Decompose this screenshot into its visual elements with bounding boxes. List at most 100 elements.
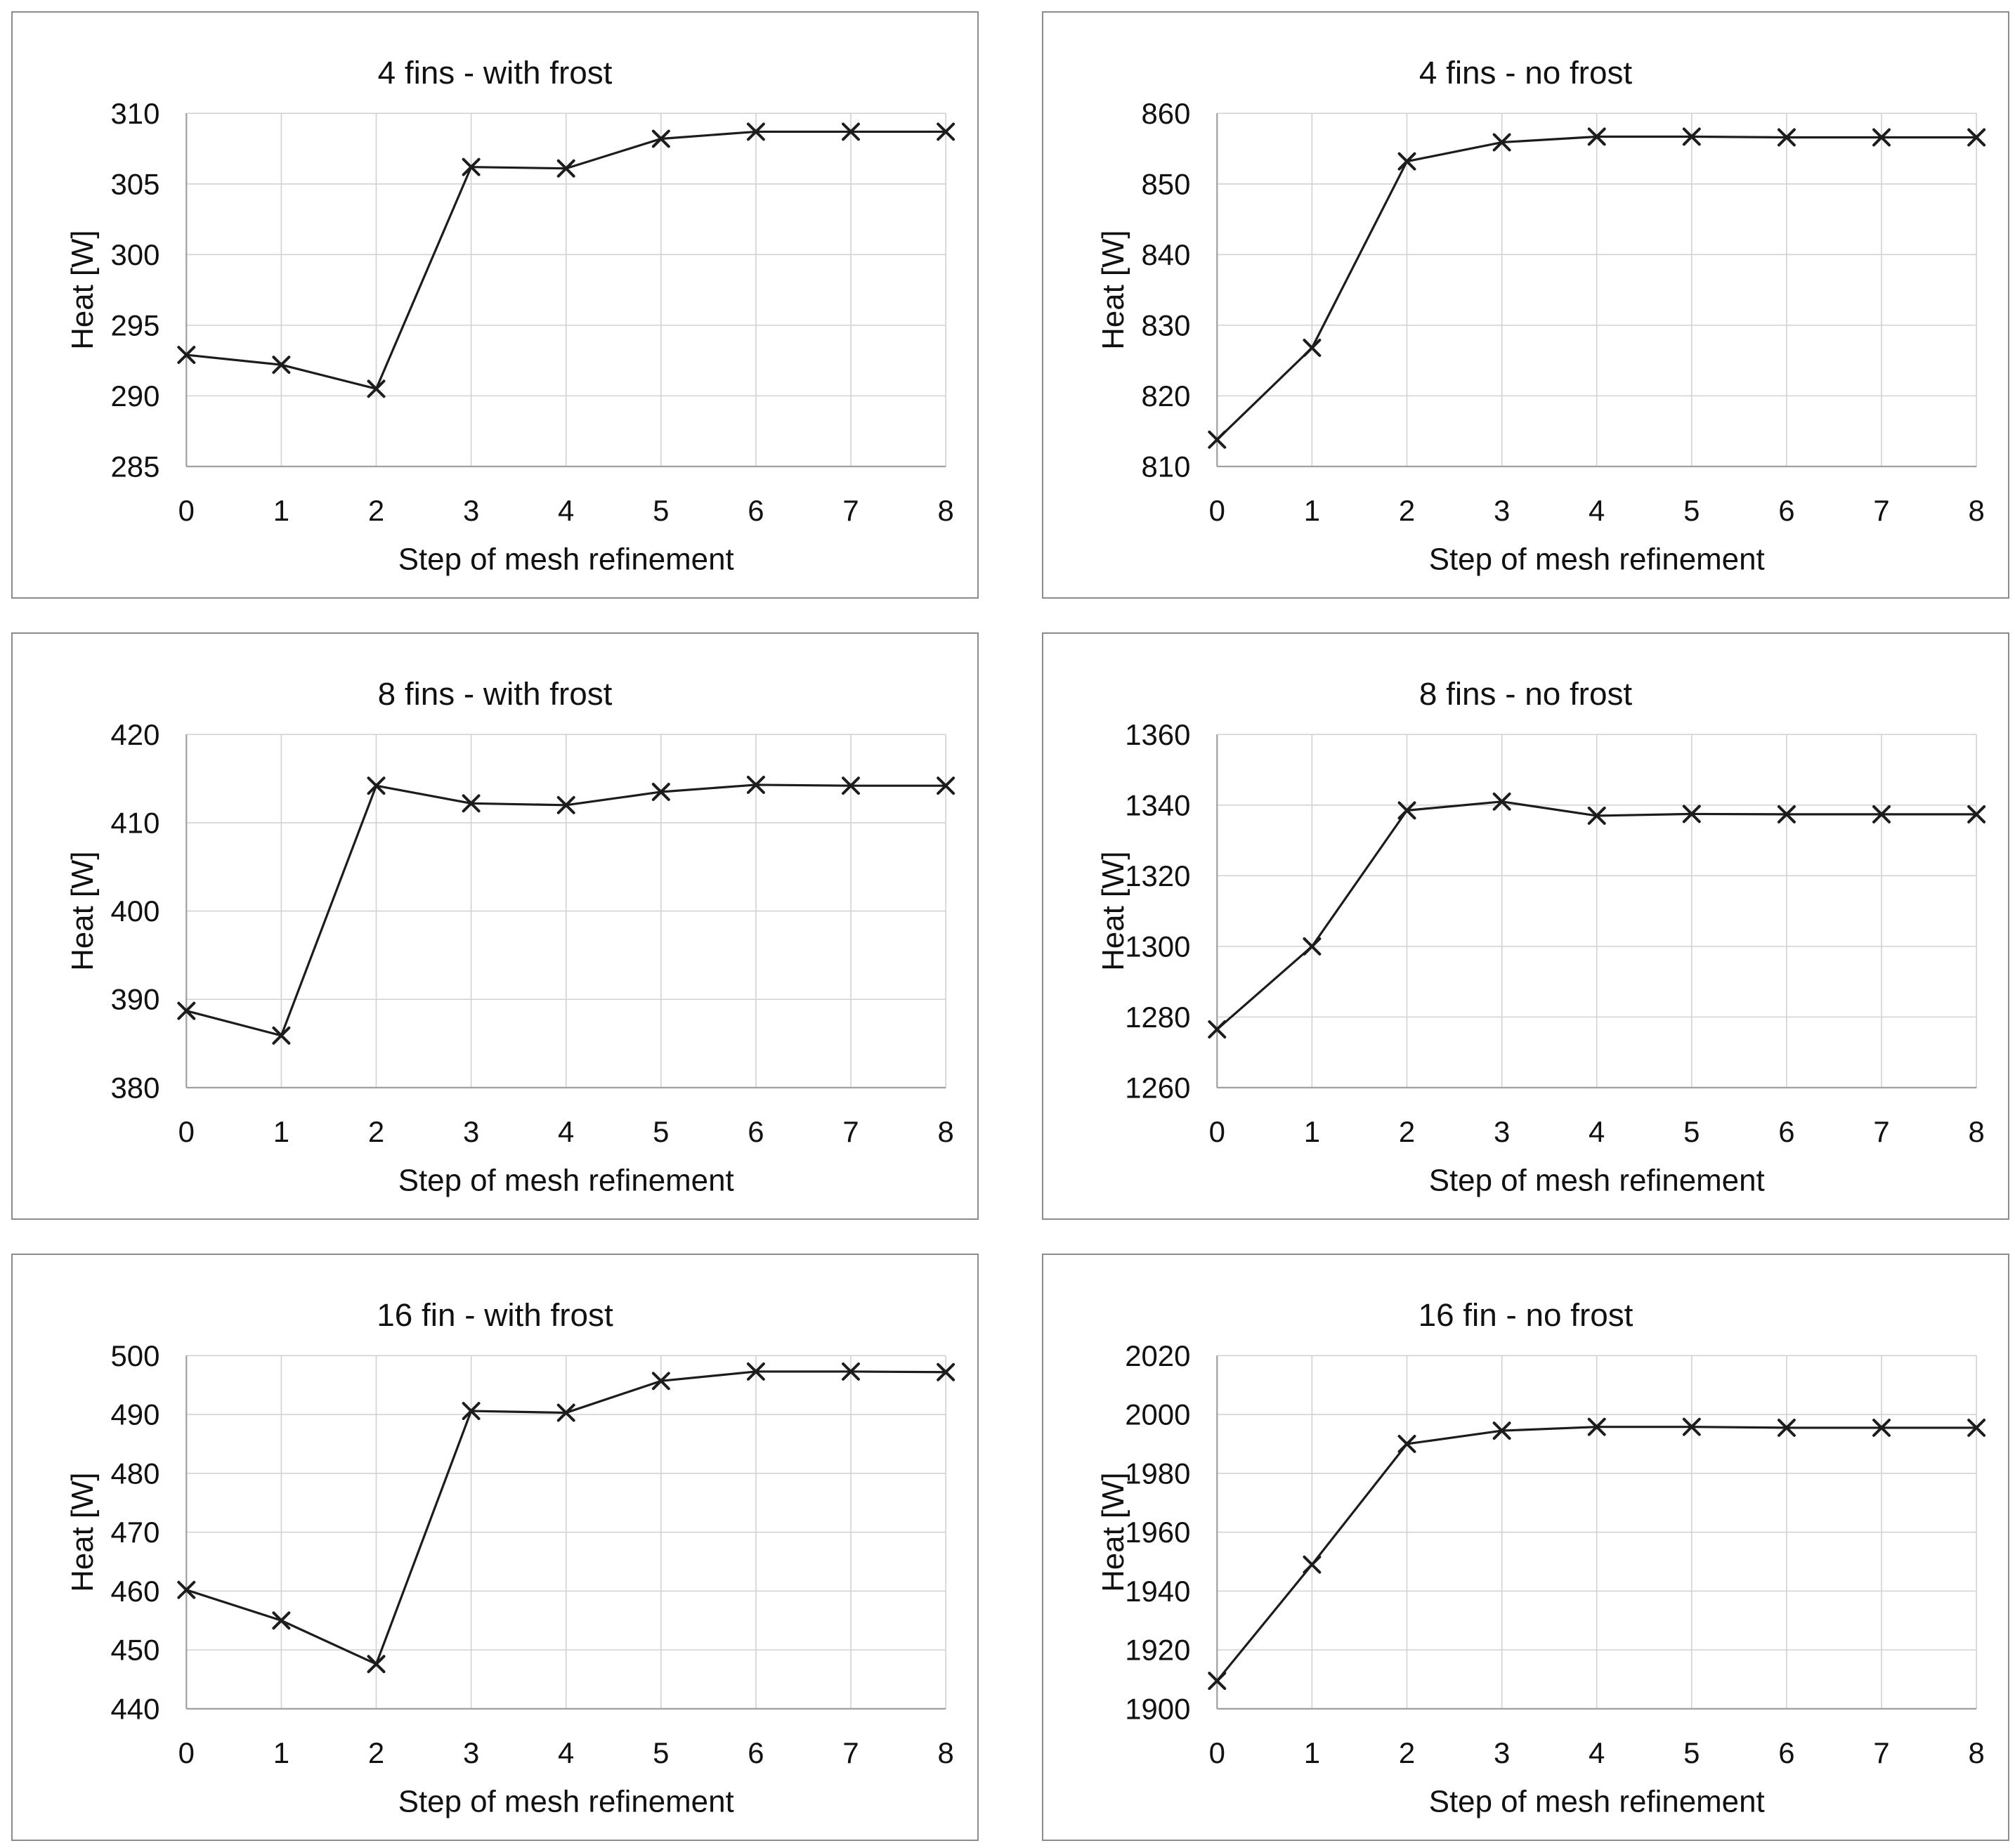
x-axis-title: Step of mesh refinement xyxy=(1429,1164,1765,1198)
y-axis-title: Heat [W] xyxy=(1096,851,1130,970)
marker-stroke xyxy=(177,1001,196,1020)
x-tick-label: 3 xyxy=(463,1115,479,1148)
marker-stroke xyxy=(1872,805,1891,824)
y-tick-label: 295 xyxy=(111,308,160,341)
marker-stroke xyxy=(556,159,575,178)
marker-stroke xyxy=(651,783,670,801)
marker-stroke xyxy=(1682,1417,1701,1436)
marker-stroke xyxy=(1777,1418,1796,1437)
chart-panel-4fins-no-frost: 4 fins - no frost 810 820 830 840 850 860 0 1 2 3 4… xyxy=(1042,11,2009,599)
x-axis-title: Step of mesh refinement xyxy=(1429,542,1765,577)
y-tick-label: 830 xyxy=(1142,308,1191,341)
marker-stroke xyxy=(272,356,291,375)
x-tick-label: 7 xyxy=(1873,1115,1889,1148)
marker-stroke xyxy=(746,1362,765,1381)
marker-stroke xyxy=(1872,128,1891,147)
data-point-marker xyxy=(651,129,670,148)
data-point-marker xyxy=(651,1372,670,1391)
y-tick-label: 1960 xyxy=(1125,1516,1190,1549)
data-point-marker xyxy=(556,159,575,178)
chart-title: 4 fins - no frost xyxy=(1419,55,1633,91)
x-tick-label: 8 xyxy=(937,1115,953,1148)
y-tick-label: 1300 xyxy=(1125,930,1190,963)
chart-title: 16 fin - with frost xyxy=(377,1297,613,1333)
x-tick-label: 2 xyxy=(368,494,384,527)
x-tick-label: 7 xyxy=(842,494,859,527)
chart-panel-8fins-no-frost: 8 fins - no frost 1260 1280 1300 1320 1340 136… xyxy=(1042,632,2009,1220)
y-tick-label: 840 xyxy=(1142,238,1191,271)
data-point-marker xyxy=(1682,805,1701,824)
marker-stroke xyxy=(1492,133,1511,152)
data-point-marker xyxy=(1587,1417,1606,1436)
data-point-marker xyxy=(367,1655,386,1674)
x-tick-label: 6 xyxy=(748,494,764,527)
x-tick-label: 5 xyxy=(653,1115,669,1148)
x-tick-label: 0 xyxy=(178,1115,195,1148)
y-tick-label: 450 xyxy=(111,1634,160,1667)
y-tick-label: 1900 xyxy=(1125,1692,1190,1725)
y-axis-title: Heat [W] xyxy=(65,1472,100,1592)
x-tick-label: 3 xyxy=(1494,1115,1510,1148)
data-point-marker xyxy=(1492,1421,1511,1440)
data-point-marker xyxy=(1967,128,1986,147)
y-tick-label: 1920 xyxy=(1125,1634,1190,1667)
data-point-marker xyxy=(1492,133,1511,152)
chart-panel-8fins-with-frost: 8 fins - with frost 380 390 400 410 420 0 1 2 3 4 5… xyxy=(11,632,979,1220)
y-tick-label: 820 xyxy=(1142,379,1191,412)
y-tick-label: 1320 xyxy=(1125,859,1190,892)
y-tick-label: 400 xyxy=(111,894,160,928)
marker-stroke xyxy=(272,1026,291,1045)
x-tick-label: 0 xyxy=(1209,494,1225,527)
marker-stroke xyxy=(937,1362,956,1381)
marker-stroke xyxy=(1967,128,1986,147)
y-tick-label: 440 xyxy=(111,1692,160,1725)
data-point-marker xyxy=(556,1403,575,1422)
line-chart-16fin-no-frost: 16 fin - no frost 1900 1920 1940 1960 1980 200… xyxy=(1096,1297,1986,1819)
y-tick-label: 490 xyxy=(111,1398,160,1431)
x-tick-label: 0 xyxy=(178,494,195,527)
y-axis-title: Heat [W] xyxy=(65,230,100,349)
x-tick-label: 4 xyxy=(558,1115,574,1148)
marker-stroke xyxy=(651,129,670,148)
x-tick-label: 4 xyxy=(558,1736,574,1769)
data-point-marker xyxy=(177,346,196,365)
marker-stroke xyxy=(1208,1672,1227,1691)
data-point-marker xyxy=(937,1362,956,1381)
data-point-marker xyxy=(1872,805,1891,824)
marker-stroke xyxy=(1967,805,1986,824)
data-point-marker xyxy=(367,379,386,398)
data-point-marker xyxy=(937,122,956,141)
data-point-marker xyxy=(746,122,765,141)
x-tick-label: 7 xyxy=(842,1115,859,1148)
y-tick-label: 1260 xyxy=(1125,1071,1190,1104)
x-axis-title: Step of mesh refinement xyxy=(398,1785,734,1819)
marker-stroke xyxy=(937,122,956,141)
line-chart-16fin-with-frost: 16 fin - with frost440450460470480490500… xyxy=(65,1297,956,1819)
y-tick-label: 310 xyxy=(111,97,160,130)
x-tick-label: 8 xyxy=(1968,494,1984,527)
y-tick-label: 460 xyxy=(111,1575,160,1608)
y-tick-label: 470 xyxy=(111,1516,160,1549)
y-tick-label: 2020 xyxy=(1125,1339,1190,1372)
data-point-marker xyxy=(556,795,575,814)
y-tick-label: 1360 xyxy=(1125,718,1190,751)
marker-stroke xyxy=(462,1402,481,1420)
x-axis-title: Step of mesh refinement xyxy=(398,542,734,577)
line-chart-4fins-no-frost: 4 fins - no frost 810 820 830 840 850 860 0 1 2 3 4… xyxy=(1096,55,1986,577)
y-tick-label: 380 xyxy=(111,1071,160,1104)
x-tick-label: 2 xyxy=(1399,494,1415,527)
data-point-marker xyxy=(746,1362,765,1381)
x-tick-label: 6 xyxy=(1778,1736,1794,1769)
x-tick-label: 0 xyxy=(1209,1115,1225,1148)
marker-stroke xyxy=(1397,152,1416,171)
y-axis-title: Heat [W] xyxy=(1096,1472,1130,1592)
marker-stroke xyxy=(272,1611,291,1630)
data-point-marker xyxy=(177,1001,196,1020)
x-tick-label: 2 xyxy=(1399,1736,1415,1769)
x-tick-label: 2 xyxy=(368,1115,384,1148)
x-tick-label: 1 xyxy=(273,1115,289,1148)
marker-stroke xyxy=(1682,805,1701,824)
marker-stroke xyxy=(1303,1555,1322,1574)
x-tick-label: 2 xyxy=(1399,1115,1415,1148)
x-tick-label: 1 xyxy=(273,1736,289,1769)
